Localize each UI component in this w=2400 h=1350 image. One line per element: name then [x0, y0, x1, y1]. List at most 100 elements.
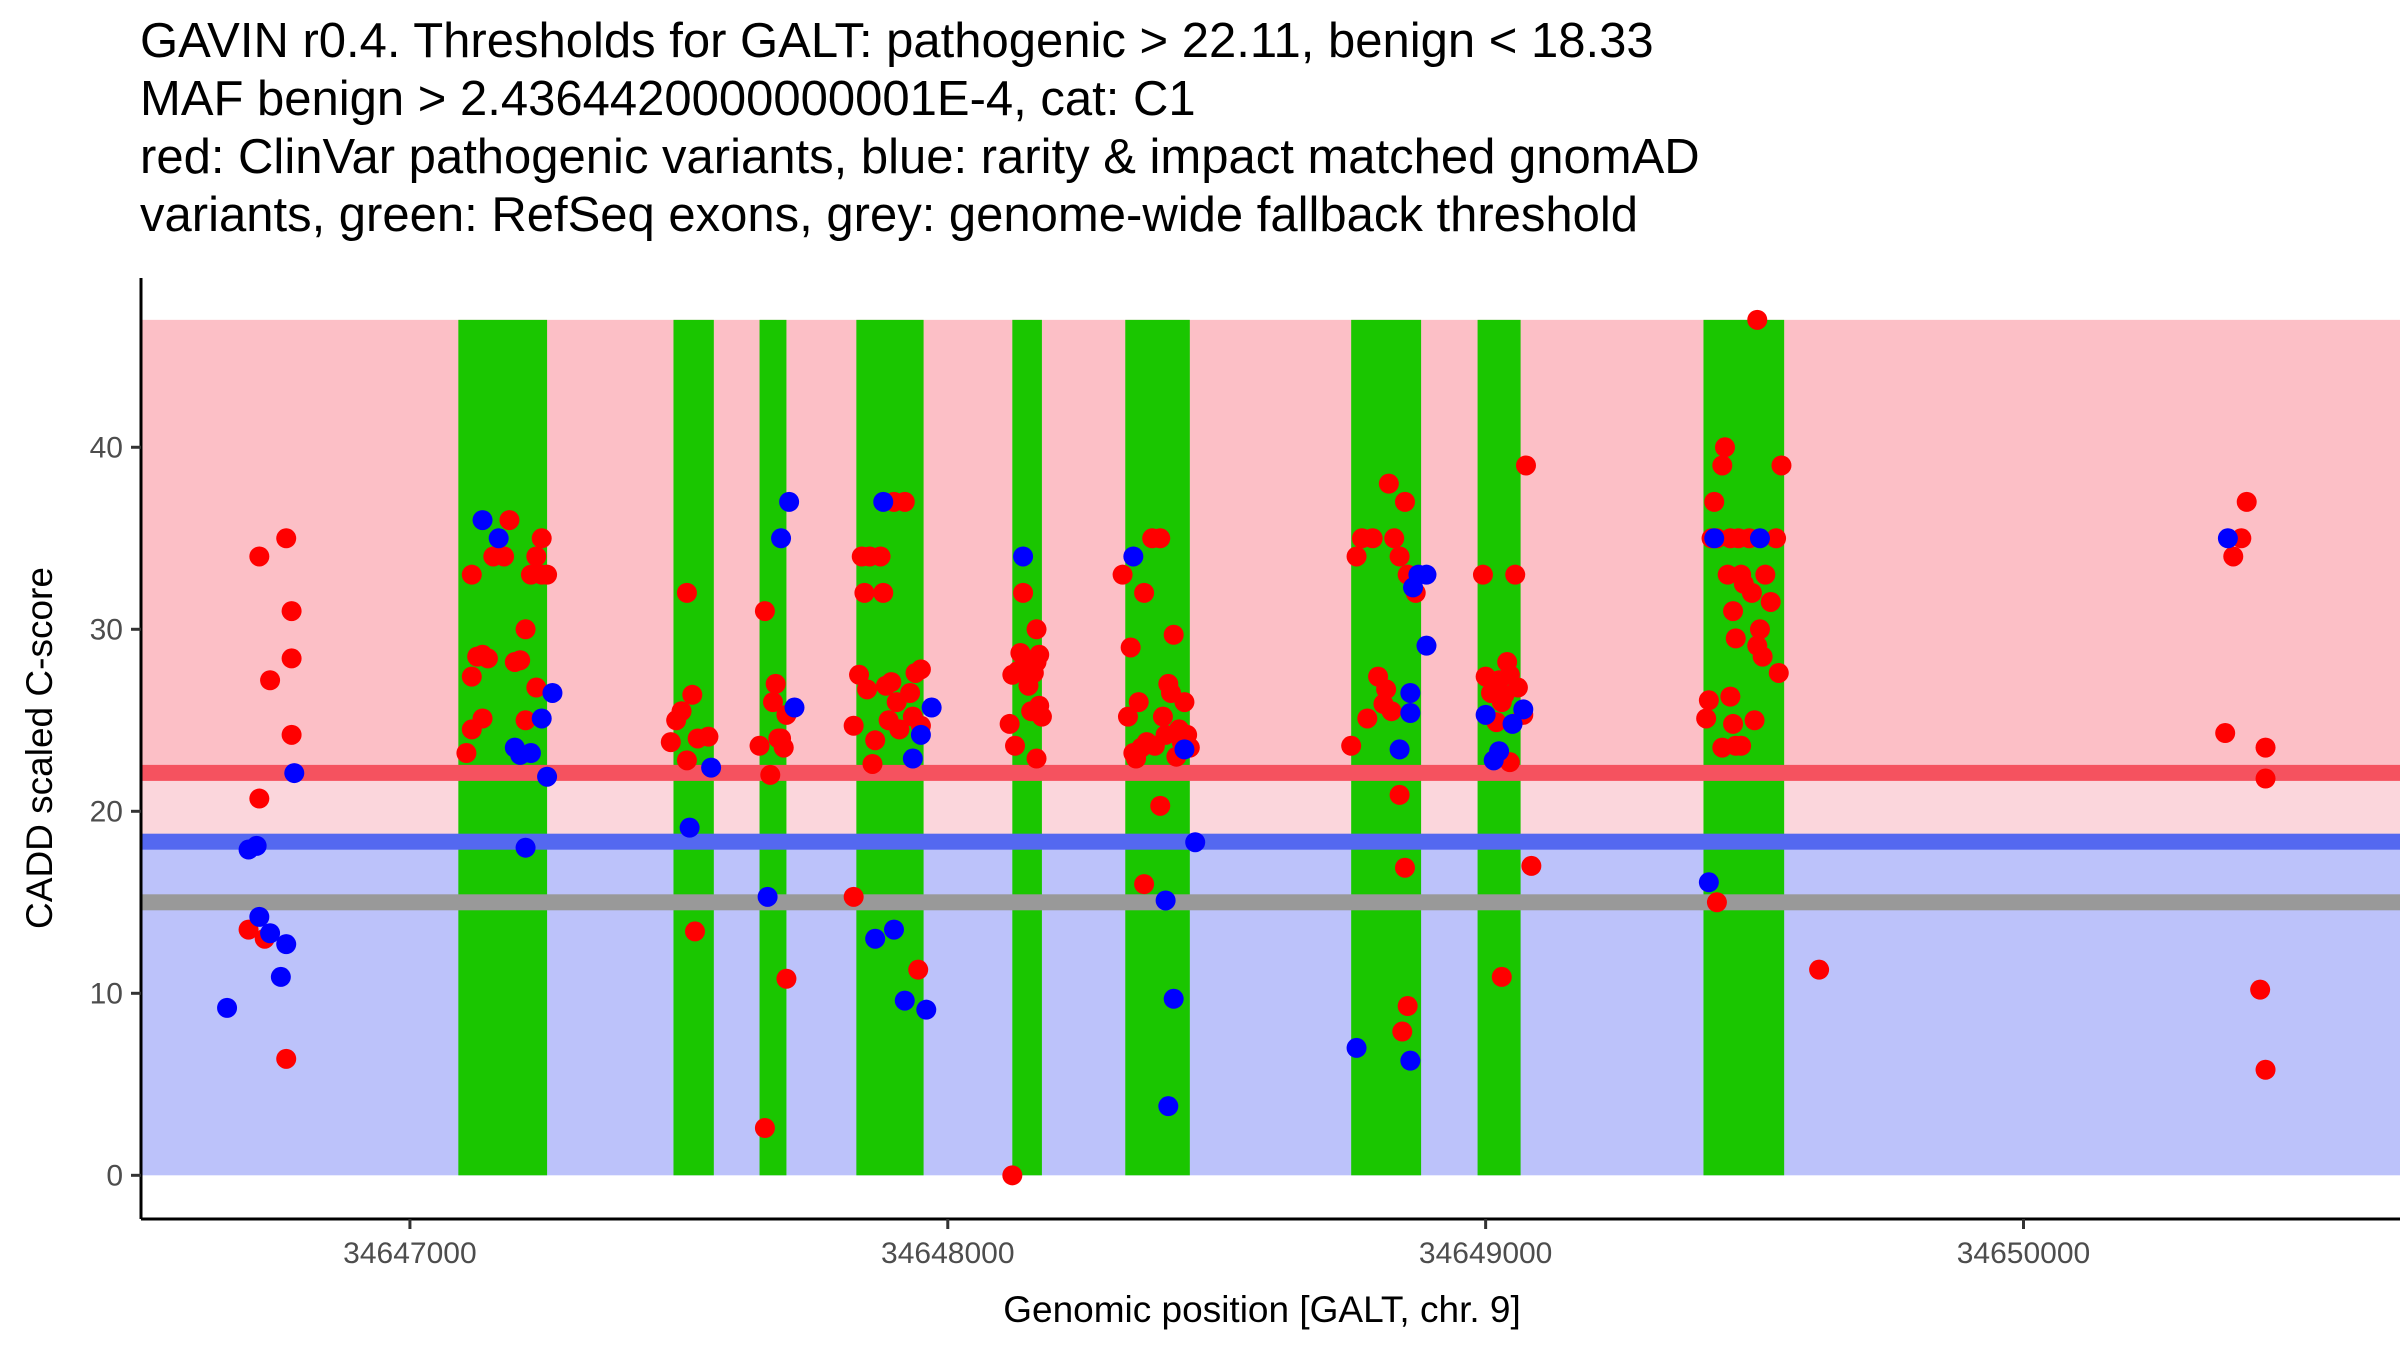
- gnomad-point: [1416, 635, 1437, 656]
- clinvar-point: [773, 737, 794, 758]
- gnomad-point: [246, 835, 267, 856]
- gnomad-point: [542, 682, 563, 703]
- title-line-2: MAF benign > 2.4364420000000001E-4, cat:…: [140, 72, 1196, 126]
- clinvar-point: [1744, 710, 1765, 731]
- clinvar-point: [1472, 564, 1493, 585]
- title-line-1: GAVIN r0.4. Thresholds for GALT: pathoge…: [140, 14, 1654, 68]
- clinvar-point: [754, 601, 775, 622]
- clinvar-point: [1704, 491, 1725, 512]
- clinvar-point: [1134, 582, 1155, 603]
- y-tick-label: 40: [90, 431, 123, 464]
- gnomad-point: [2217, 528, 2238, 549]
- clinvar-point: [2255, 1059, 2276, 1080]
- gnomad-point: [865, 928, 886, 949]
- clinvar-point: [1741, 582, 1762, 603]
- clinvar-point: [854, 582, 875, 603]
- clinvar-point: [1384, 528, 1405, 549]
- clinvar-point: [1152, 706, 1173, 727]
- clinvar-point: [857, 679, 878, 700]
- clinvar-point: [865, 730, 886, 751]
- clinvar-point: [682, 684, 703, 705]
- clinvar-point: [676, 750, 697, 771]
- clinvar-point: [1491, 966, 1512, 987]
- clinvar-point: [849, 664, 870, 685]
- gnomad-point: [1163, 988, 1184, 1009]
- title-line-3: red: ClinVar pathogenic variants, blue: …: [140, 130, 1700, 184]
- clinvar-point: [749, 735, 770, 756]
- clinvar-point: [660, 732, 681, 753]
- clinvar-point: [760, 764, 781, 785]
- gnomad-point: [701, 757, 722, 778]
- clinvar-point: [1755, 564, 1776, 585]
- clinvar-point: [1712, 737, 1733, 758]
- clinvar-point: [2255, 737, 2276, 758]
- clinvar-point: [472, 708, 493, 729]
- clinvar-point: [281, 601, 302, 622]
- gnomad-point: [1174, 739, 1195, 760]
- gnomad-point: [1013, 546, 1034, 567]
- gnomad-point: [784, 697, 805, 718]
- y-tick-label: 10: [90, 977, 123, 1010]
- clinvar-point: [1521, 855, 1542, 876]
- clinvar-point: [676, 582, 697, 603]
- clinvar-point: [889, 719, 910, 740]
- clinvar-point: [698, 726, 719, 747]
- clinvar-point: [1725, 628, 1746, 649]
- benign-threshold-line: [141, 833, 2400, 850]
- clinvar-point: [881, 672, 902, 693]
- clinvar-point: [1150, 795, 1171, 816]
- clinvar-point: [461, 564, 482, 585]
- clinvar-point: [754, 1117, 775, 1138]
- clinvar-point: [1112, 564, 1133, 585]
- clinvar-point: [1714, 437, 1735, 458]
- clinvar-point: [1389, 546, 1410, 567]
- clinvar-point: [510, 650, 531, 671]
- gnomad-point: [1475, 704, 1496, 725]
- clinvar-point: [1723, 713, 1744, 734]
- gnomad-point: [1185, 832, 1206, 853]
- clinvar-point: [1134, 874, 1155, 895]
- gnomad-point: [1698, 872, 1719, 893]
- gnomad-point: [1400, 703, 1421, 724]
- gnomad-point: [1155, 890, 1176, 911]
- x-tick-label: 34649000: [1419, 1237, 1552, 1270]
- clinvar-point: [499, 510, 520, 531]
- clinvar-point: [461, 666, 482, 687]
- gnomad-point: [249, 906, 270, 927]
- gnomad-point: [921, 697, 942, 718]
- clinvar-point: [1752, 646, 1773, 667]
- clinvar-point: [1381, 701, 1402, 722]
- clinvar-point: [1747, 309, 1768, 330]
- clinvar-point: [1002, 1165, 1023, 1186]
- gnomad-point: [488, 528, 509, 549]
- clinvar-point: [515, 710, 536, 731]
- clinvar-point: [1771, 455, 1792, 476]
- clinvar-point: [1013, 582, 1034, 603]
- clinvar-point: [1357, 708, 1378, 729]
- y-axis-title: CADD scaled C-score: [19, 567, 60, 929]
- clinvar-point: [843, 886, 864, 907]
- clinvar-point: [2236, 491, 2257, 512]
- gnomad-point: [1158, 1096, 1179, 1117]
- exon-bar: [856, 319, 924, 1176]
- clinvar-point: [1005, 735, 1026, 756]
- gnomad-point: [520, 743, 541, 764]
- gnomad-point: [1489, 741, 1510, 762]
- gnomad-point: [916, 999, 937, 1020]
- clinvar-point: [1760, 591, 1781, 612]
- x-tick-label: 34648000: [881, 1237, 1014, 1270]
- clinvar-point: [870, 546, 891, 567]
- gnomad-point: [902, 748, 923, 769]
- clinvar-point: [776, 968, 797, 989]
- clinvar-point: [2255, 768, 2276, 789]
- clinvar-point: [1394, 857, 1415, 878]
- clinvar-point: [526, 677, 547, 698]
- clinvar-point: [1397, 996, 1418, 1017]
- clinvar-point: [894, 491, 915, 512]
- gnomad-point: [1389, 739, 1410, 760]
- clinvar-point: [260, 670, 281, 691]
- clinvar-point: [1392, 1021, 1413, 1042]
- clinvar-point: [1341, 735, 1362, 756]
- clinvar-point: [2215, 723, 2236, 744]
